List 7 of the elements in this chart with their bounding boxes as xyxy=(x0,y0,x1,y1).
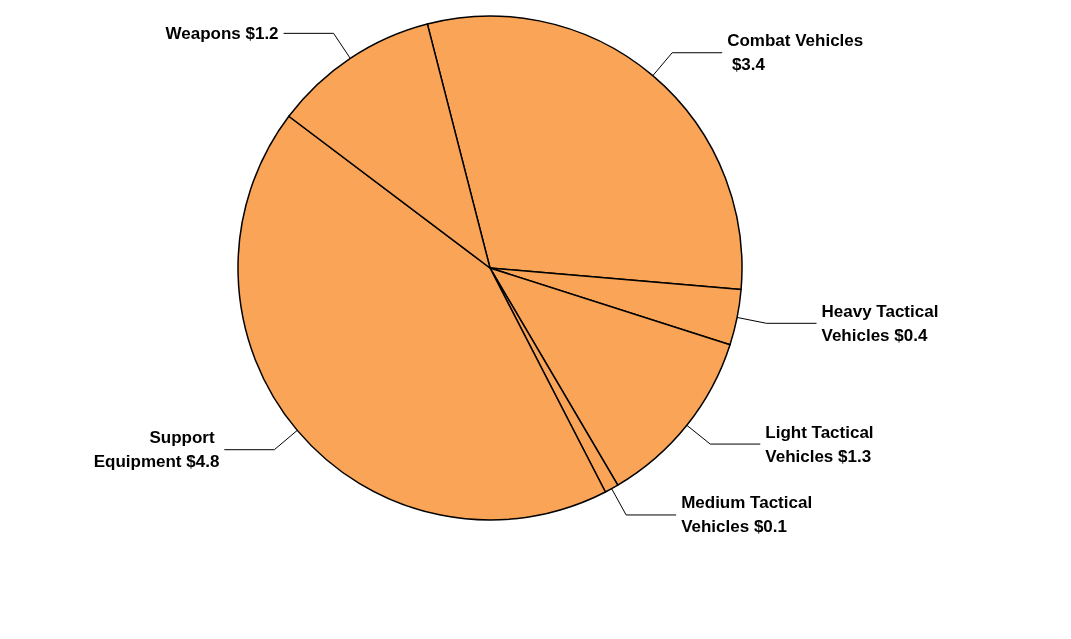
slice-label: Support Equipment $4.8 xyxy=(93,428,220,472)
slice-label: Medium Tactical Vehicles $0.1 xyxy=(681,493,817,537)
slice-label: Combat Vehicles xyxy=(727,31,864,51)
slice-label: Heavy Tactical Vehicles $0.4 xyxy=(821,301,944,345)
slice-label: Weapons $1.2 xyxy=(165,23,279,43)
data-label: $3.4 xyxy=(727,55,766,75)
slice-label: Light Tactical Vehicles $1.3 xyxy=(765,422,879,466)
